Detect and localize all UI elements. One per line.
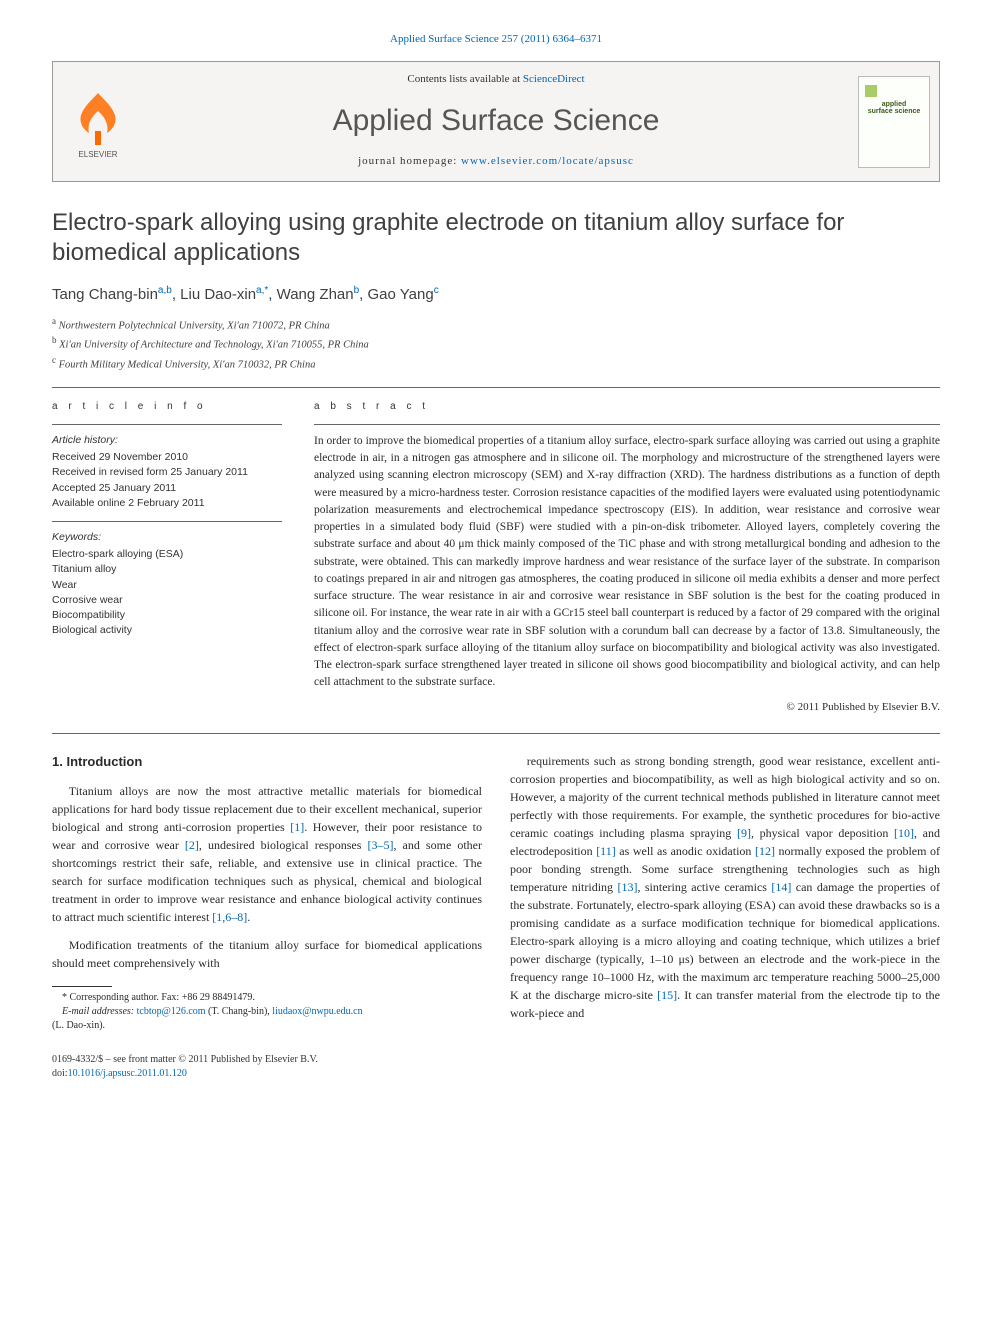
section-rule — [52, 733, 940, 734]
elsevier-tree-logo: ELSEVIER — [63, 83, 133, 161]
intro-paragraph: Titanium alloys are now the most attract… — [52, 782, 482, 926]
abstract-column: a b s t r a c t In order to improve the … — [314, 400, 940, 715]
keywords-block: Keywords: Electro-spark alloying (ESA)Ti… — [52, 521, 282, 639]
journal-homepage-line: journal homepage: www.elsevier.com/locat… — [151, 154, 841, 169]
cover-text: appliedsurface science — [859, 101, 929, 116]
info-abstract-row: a r t i c l e i n f o Article history: R… — [52, 400, 940, 715]
citation-link[interactable]: [1,6–8] — [212, 910, 247, 924]
citation-link[interactable]: [1] — [290, 820, 304, 834]
doi-link[interactable]: 10.1016/j.apsusc.2011.01.120 — [68, 1068, 187, 1079]
footnote-rule — [52, 986, 112, 987]
keyword-line: Electro-spark alloying (ESA) — [52, 547, 282, 562]
history-line: Accepted 25 January 2011 — [52, 481, 282, 496]
affiliation-line: c Fourth Military Medical University, Xi… — [52, 354, 940, 373]
citation-link[interactable]: [15] — [657, 988, 677, 1002]
article-info-column: a r t i c l e i n f o Article history: R… — [52, 400, 282, 715]
citation-link[interactable]: [10] — [894, 826, 914, 840]
keyword-line: Biological activity — [52, 623, 282, 638]
email-link[interactable]: liudaox@nwpu.edu.cn — [272, 1006, 362, 1017]
citation-link[interactable]: [11] — [596, 844, 616, 858]
contents-lists-line: Contents lists available at ScienceDirec… — [151, 72, 841, 87]
affiliations: a Northwestern Polytechnical University,… — [52, 315, 940, 373]
page-footer: 0169-4332/$ – see front matter © 2011 Pu… — [52, 1053, 940, 1081]
email-link[interactable]: tcbtop@126.com — [137, 1006, 206, 1017]
citation-link[interactable]: [13] — [617, 880, 637, 894]
authors-line: Tang Chang-bina,b, Liu Dao-xina,*, Wang … — [52, 284, 940, 305]
citation-link[interactable]: [14] — [771, 880, 791, 894]
contents-prefix: Contents lists available at — [407, 73, 522, 85]
masthead: ELSEVIER Contents lists available at Sci… — [52, 61, 940, 182]
doi-line: doi:10.1016/j.apsusc.2011.01.120 — [52, 1067, 940, 1081]
introduction-heading: 1. Introduction — [52, 752, 482, 772]
svg-text:ELSEVIER: ELSEVIER — [78, 150, 117, 159]
abstract-text: In order to improve the biomedical prope… — [314, 424, 940, 692]
abstract-heading: a b s t r a c t — [314, 400, 940, 414]
cover-accent-icon — [865, 85, 877, 97]
citation-link[interactable]: [3–5] — [367, 838, 393, 852]
keyword-line: Corrosive wear — [52, 593, 282, 608]
keyword-line: Wear — [52, 578, 282, 593]
citation-link[interactable]: [2] — [185, 838, 199, 852]
journal-cover-cell: appliedsurface science — [849, 62, 939, 181]
body-two-columns: 1. Introduction Titanium alloys are now … — [52, 752, 940, 1033]
publisher-logo-cell: ELSEVIER — [53, 62, 143, 181]
affiliation-line: b Xi'an University of Architecture and T… — [52, 334, 940, 353]
email-addresses-note: E-mail addresses: tcbtop@126.com (T. Cha… — [52, 1005, 482, 1033]
journal-reference: Applied Surface Science 257 (2011) 6364–… — [52, 32, 940, 47]
article-title: Electro-spark alloying using graphite el… — [52, 208, 940, 268]
intro-paragraph: requirements such as strong bonding stre… — [510, 752, 940, 1022]
history-line: Received 29 November 2010 — [52, 450, 282, 465]
keywords-label: Keywords: — [52, 530, 282, 545]
article-history-label: Article history: — [52, 433, 282, 448]
corresponding-author-note: * Corresponding author. Fax: +86 29 8849… — [52, 991, 482, 1005]
journal-reference-link[interactable]: Applied Surface Science 257 (2011) 6364–… — [390, 33, 602, 45]
homepage-prefix: journal homepage: — [358, 155, 461, 167]
article-info-heading: a r t i c l e i n f o — [52, 400, 282, 414]
masthead-center: Contents lists available at ScienceDirec… — [143, 62, 849, 181]
journal-cover-thumb: appliedsurface science — [858, 76, 930, 168]
keyword-line: Biocompatibility — [52, 608, 282, 623]
keyword-line: Titanium alloy — [52, 562, 282, 577]
front-matter-line: 0169-4332/$ – see front matter © 2011 Pu… — [52, 1053, 940, 1067]
citation-link[interactable]: [12] — [755, 844, 775, 858]
intro-paragraph: Modification treatments of the titanium … — [52, 936, 482, 972]
citation-link[interactable]: [9] — [737, 826, 751, 840]
journal-name: Applied Surface Science — [151, 100, 841, 142]
history-line: Available online 2 February 2011 — [52, 496, 282, 511]
section-rule — [52, 387, 940, 388]
abstract-copyright: © 2011 Published by Elsevier B.V. — [314, 700, 940, 715]
sciencedirect-link[interactable]: ScienceDirect — [523, 73, 585, 85]
footnotes: * Corresponding author. Fax: +86 29 8849… — [52, 991, 482, 1033]
article-history-block: Article history: Received 29 November 20… — [52, 424, 282, 511]
journal-homepage-link[interactable]: www.elsevier.com/locate/apsusc — [461, 155, 634, 167]
affiliation-line: a Northwestern Polytechnical University,… — [52, 315, 940, 334]
history-line: Received in revised form 25 January 2011 — [52, 465, 282, 480]
